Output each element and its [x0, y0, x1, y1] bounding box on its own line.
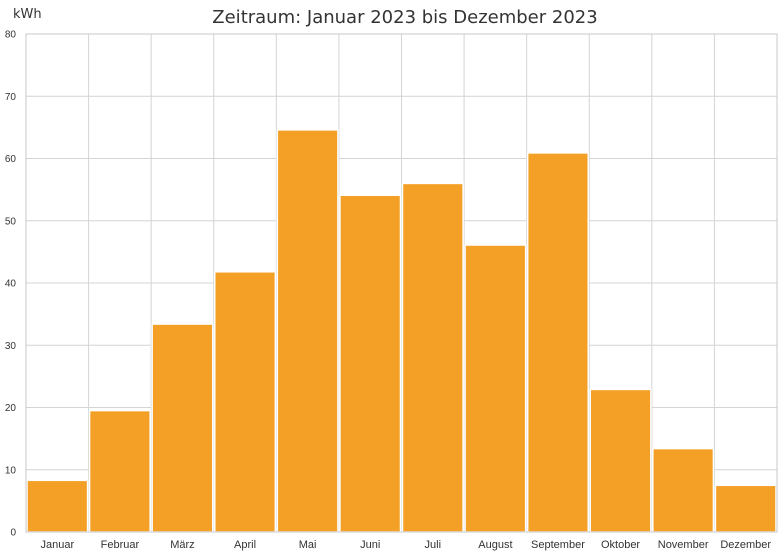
x-tick-label: Dezember — [720, 539, 771, 551]
x-tick-label: April — [234, 539, 256, 551]
bar-juni — [339, 194, 402, 533]
grid-lines — [26, 33, 777, 533]
chart-title: Zeitraum: Januar 2023 bis Dezember 2023 — [212, 7, 597, 28]
y-tick-label: 10 — [5, 465, 17, 476]
bar-april — [214, 271, 277, 533]
x-tick-label: März — [170, 539, 194, 551]
x-axis-ticks: Januar Februar März April Mai Juni Juli August S… — [40, 539, 771, 551]
bar-januar — [26, 479, 89, 533]
x-tick-label: Oktober — [601, 539, 640, 551]
y-axis-ticks: 0 10 20 30 40 50 60 70 80 — [5, 30, 17, 539]
y-tick-label: 80 — [5, 30, 17, 41]
bar-august — [464, 244, 527, 533]
bar-mai — [276, 129, 339, 533]
bar-märz — [151, 323, 214, 533]
y-tick-label: 70 — [5, 92, 17, 103]
y-tick-label: 0 — [10, 528, 16, 539]
x-tick-label: Februar — [101, 539, 140, 551]
y-axis-unit-label: kWh — [13, 7, 42, 22]
y-tick-label: 40 — [5, 279, 17, 290]
bar-oktober — [589, 388, 652, 533]
y-tick-label: 20 — [5, 403, 17, 414]
x-tick-label: August — [478, 539, 512, 551]
plot-frame — [25, 33, 778, 533]
bar-november — [652, 447, 715, 533]
y-tick-label: 60 — [5, 154, 17, 165]
bar-september — [526, 152, 590, 533]
bar-dezember — [714, 484, 777, 533]
bars — [26, 129, 777, 533]
x-tick-label: Juli — [425, 539, 442, 551]
bar-juli — [401, 182, 464, 533]
x-tick-label: Juni — [360, 539, 380, 551]
x-tick-label: Januar — [40, 539, 74, 551]
x-tick-label: September — [531, 539, 585, 551]
y-tick-label: 50 — [5, 216, 17, 227]
x-tick-label: November — [658, 539, 709, 551]
bar-februar — [88, 409, 151, 533]
x-tick-label: Mai — [299, 539, 317, 551]
y-tick-label: 30 — [5, 341, 17, 352]
